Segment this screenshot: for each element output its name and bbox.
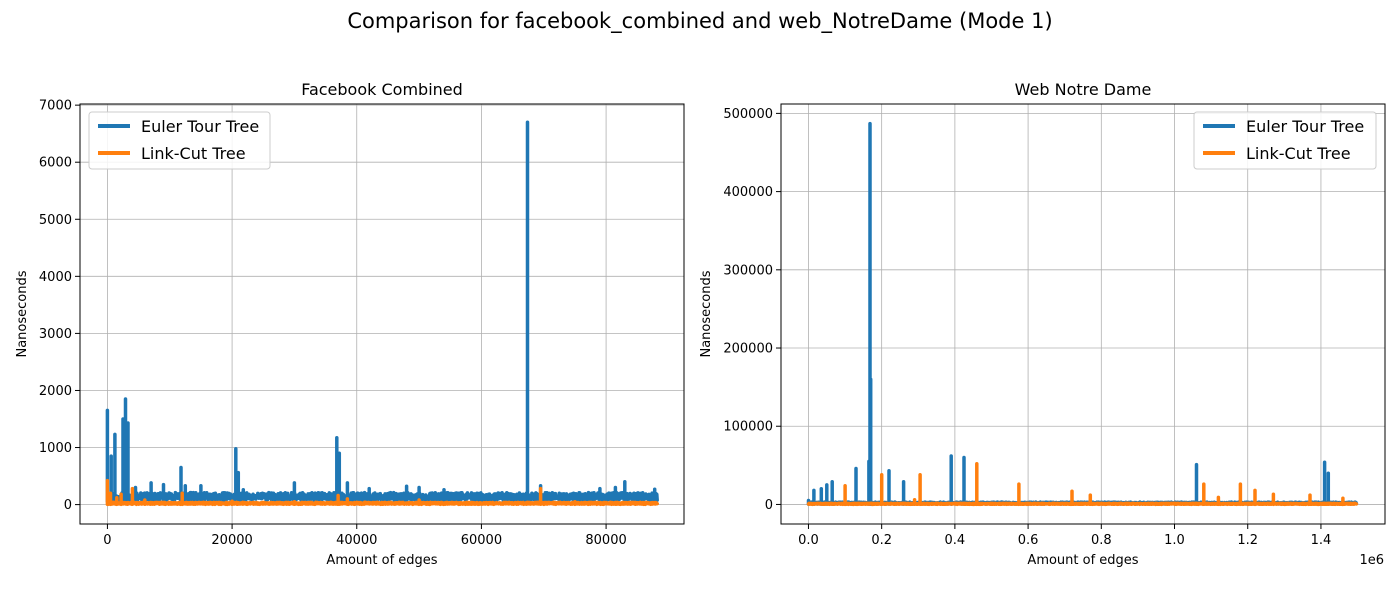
x-tick-label: 0.2 [871,533,892,548]
y-tick-label: 0 [765,498,773,513]
legend-linkcut-label: Link-Cut Tree [1246,144,1351,163]
y-tick-label: 1000 [39,441,72,456]
legend-linkcut-label: Link-Cut Tree [141,144,246,163]
x-tick-label: 1.2 [1237,533,1258,548]
legend-euler-label: Euler Tour Tree [1246,117,1364,136]
y-tick-label: 4000 [39,270,72,285]
y-tick-label: 3000 [39,327,72,342]
x-tick-label: 80000 [585,533,626,548]
y-axis-ticks: 0 100000 200000 300000 400000 500000 [723,107,781,513]
y-tick-label: 200000 [723,342,773,357]
euler-tour-tree-line [105,120,659,503]
axes-frame [780,103,1386,525]
x-tick-label: 0.8 [1091,533,1112,548]
y-tick-label: 5000 [39,213,72,228]
legend: Euler Tour Tree Link-Cut Tree [88,111,271,170]
y-axis-ticks: 0 1000 2000 3000 4000 5000 6000 7000 [39,99,80,513]
x-axis-offset-label: 1e6 [1359,553,1384,568]
y-tick-label: 0 [64,498,72,513]
link-cut-tree-line [105,478,659,507]
x-tick-label: 0.0 [798,533,819,548]
x-tick-label: 0.4 [945,533,966,548]
x-tick-label: 60000 [461,533,502,548]
y-tick-label: 300000 [723,263,773,278]
legend: Euler Tour Tree Link-Cut Tree [1193,111,1377,170]
facebook-combined-title: Facebook Combined [301,80,463,99]
legend-euler-label: Euler Tour Tree [141,117,259,136]
y-tick-label: 6000 [39,156,72,171]
facebook-combined-panel: Facebook Combined 0 20000 40000 60000 80000 … [15,80,685,568]
x-tick-label: 1.0 [1164,533,1185,548]
y-tick-label: 2000 [39,384,72,399]
y-axis-label: Nanoseconds [15,270,30,357]
plot-area [806,121,1359,507]
x-tick-label: 20000 [211,533,252,548]
x-tick-label: 0.6 [1018,533,1039,548]
y-tick-label: 400000 [723,185,773,200]
x-tick-label: 1.4 [1311,533,1332,548]
link-cut-tree-line [806,462,1359,507]
x-axis-ticks: 0 20000 40000 60000 80000 [103,524,627,548]
y-tick-label: 7000 [39,99,72,114]
x-axis-label: Amount of edges [1027,553,1138,568]
x-axis-ticks: 0.0 0.2 0.4 0.6 0.8 1.0 1.2 1.4 [798,524,1331,548]
legend-box [88,111,271,170]
legend-box [1193,111,1377,170]
x-tick-label: 0 [103,533,111,548]
y-axis-label: Nanoseconds [699,270,714,357]
plot-area [105,120,659,507]
web-notre-dame-panel: Web Notre Dame 0.0 0.2 0.4 0.6 0.8 1.0 1.2 1.4 … [699,80,1386,568]
y-tick-label: 100000 [723,420,773,435]
web-notre-dame-title: Web Notre Dame [1015,80,1152,99]
y-tick-label: 500000 [723,107,773,122]
x-tick-label: 40000 [336,533,377,548]
axes-frame [79,103,685,525]
x-axis-label: Amount of edges [326,553,437,568]
figure-title: Comparison for facebook_combined and web… [347,9,1052,34]
